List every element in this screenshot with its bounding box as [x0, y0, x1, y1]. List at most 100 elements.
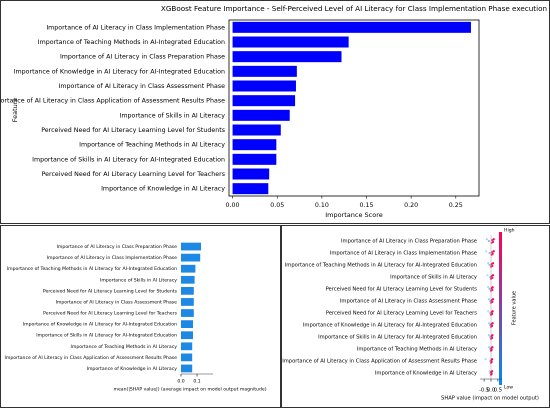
- y-tick-label: Importance of AI Literacy in Class Asses…: [340, 299, 477, 305]
- shap-point: [488, 370, 491, 373]
- bar: [181, 298, 194, 306]
- chart-title: XGBoost Feature Importance - Self-Percei…: [161, 4, 547, 13]
- shap-point: [491, 298, 495, 301]
- y-tick-label: Importance of Teaching Methods in AI Lit…: [79, 142, 225, 149]
- shap-point: [487, 286, 490, 289]
- y-tick-label: Perceived Need for AI Literacy Learning …: [42, 171, 225, 178]
- bar: [181, 286, 194, 295]
- bar: [232, 153, 277, 165]
- bar: [181, 275, 195, 284]
- shap-point: [491, 264, 494, 267]
- shap-point: [487, 346, 491, 349]
- shap-point: [485, 250, 488, 253]
- shap-point: [488, 263, 491, 267]
- bar: [181, 320, 193, 329]
- y-tick-label: Importance of AI Literacy in Class Imple…: [47, 255, 178, 261]
- bar: [232, 139, 277, 151]
- shap-point: [492, 250, 495, 253]
- x-tick-label: 0.0: [487, 388, 495, 394]
- shap-point: [487, 239, 491, 243]
- shap-point: [487, 322, 491, 325]
- shap-point: [491, 262, 495, 265]
- bar: [232, 124, 281, 136]
- y-tick-label: Importance of Teaching Methods in AI Lit…: [285, 263, 477, 269]
- y-tick-label: Importance of AI Literacy in Class Appli…: [0, 98, 225, 105]
- y-tick-label: Importance of AI Literacy in Class Asses…: [59, 83, 226, 90]
- shap-point: [487, 334, 491, 337]
- bar: [181, 364, 193, 373]
- shap-point: [491, 288, 494, 291]
- bar: [232, 21, 471, 33]
- plot-frame: [228, 19, 480, 197]
- shap-point: [491, 276, 494, 279]
- y-tick-label: Importance of Knowledge in AI Literacy: [87, 366, 178, 372]
- y-tick-label: Importance of Skills in AI Literacy: [390, 275, 477, 281]
- shap-point: [491, 336, 494, 339]
- shap-point: [488, 251, 491, 255]
- shap-point: [490, 372, 493, 375]
- shap-point: [491, 310, 494, 313]
- bar: [181, 264, 196, 273]
- bar: [232, 95, 296, 107]
- bar: [181, 242, 201, 251]
- bar: [232, 80, 296, 92]
- bar: [232, 168, 270, 180]
- bar: [232, 51, 342, 63]
- bar: [232, 65, 297, 77]
- colorbar-high-label: High: [504, 228, 515, 234]
- y-axis-label: Feature: [11, 98, 19, 123]
- bar: [181, 253, 201, 262]
- y-tick-label: Importance of Skills in AI Literacy for …: [318, 335, 477, 341]
- shap-point: [491, 312, 494, 315]
- shap-point: [491, 240, 495, 243]
- shap-point: [488, 287, 491, 291]
- y-tick-label: Perceived Need for AI Literacy Learning …: [43, 288, 178, 294]
- x-tick-label: 0.05: [270, 202, 284, 209]
- shap-point: [491, 300, 494, 303]
- shap-point: [491, 358, 494, 361]
- x-tick-label: 0.00: [226, 202, 240, 209]
- x-axis-label: SHAP value (impact on model output): [441, 396, 539, 402]
- y-tick-label: Importance of Teaching Methods in AI-Int…: [38, 39, 225, 46]
- bar: [181, 331, 193, 340]
- x-tick-label: 0.5: [494, 388, 502, 394]
- y-tick-label: Importance of Knowledge in AI Literacy f…: [14, 68, 225, 75]
- y-tick-label: Importance of AI Literacy in Class Asses…: [56, 299, 178, 305]
- y-tick-label: Importance of Teaching Methods in AI Lit…: [71, 344, 178, 350]
- bar: [181, 309, 194, 317]
- shap-point: [487, 298, 491, 301]
- y-tick-label: Importance of AI Literacy in Class Imple…: [46, 24, 225, 31]
- y-tick-label: Importance of AI Literacy in Class Appli…: [282, 359, 477, 365]
- x-axis-label: Importance Score: [325, 211, 383, 219]
- shap-point: [491, 346, 494, 349]
- shap-point: [491, 286, 494, 289]
- shap-point: [490, 348, 493, 351]
- y-tick-label: Importance of Knowledge in AI Literacy f…: [23, 322, 177, 328]
- y-tick-label: Importance of Skills in AI Literacy for …: [36, 333, 177, 339]
- y-tick-label: Importance of Knowledge in AI Literacy: [101, 186, 225, 193]
- shap-point: [491, 274, 495, 277]
- shap-point: [486, 274, 489, 277]
- shap-point: [491, 252, 494, 255]
- y-tick-label: Perceived Need for AI Literacy Learning …: [43, 311, 177, 317]
- x-tick-label: 0.0: [177, 379, 184, 385]
- y-tick-label: Perceived Need for AI Literacy Learning …: [326, 287, 478, 293]
- y-tick-label: Perceived Need for AI Literacy Learning …: [326, 311, 477, 317]
- y-tick-label: Perceived Need for AI Literacy Learning …: [41, 127, 225, 134]
- y-tick-label: Importance of AI Literacy in Class Imple…: [330, 251, 477, 257]
- shap-point: [491, 324, 494, 327]
- colorbar: [499, 232, 502, 385]
- shap-point: [487, 262, 490, 265]
- x-tick-label: 0.20: [404, 202, 418, 209]
- bar: [232, 109, 290, 121]
- shap-point: [491, 334, 494, 337]
- y-tick-label: Importance of Knowledge in AI Literacy: [375, 371, 477, 377]
- y-tick-label: Importance of Teaching Methods in AI Lit…: [357, 347, 477, 353]
- shap-point: [491, 370, 494, 373]
- x-tick-label: -0.5: [479, 388, 489, 394]
- x-tick-label: 0.1: [193, 379, 200, 385]
- y-tick-label: Importance of Teaching Methods in AI Lit…: [7, 266, 177, 272]
- y-tick-label: Importance of AI Literacy in Class Prepa…: [60, 54, 225, 61]
- x-tick-label: 0.10: [315, 202, 329, 209]
- shap-point: [491, 322, 494, 325]
